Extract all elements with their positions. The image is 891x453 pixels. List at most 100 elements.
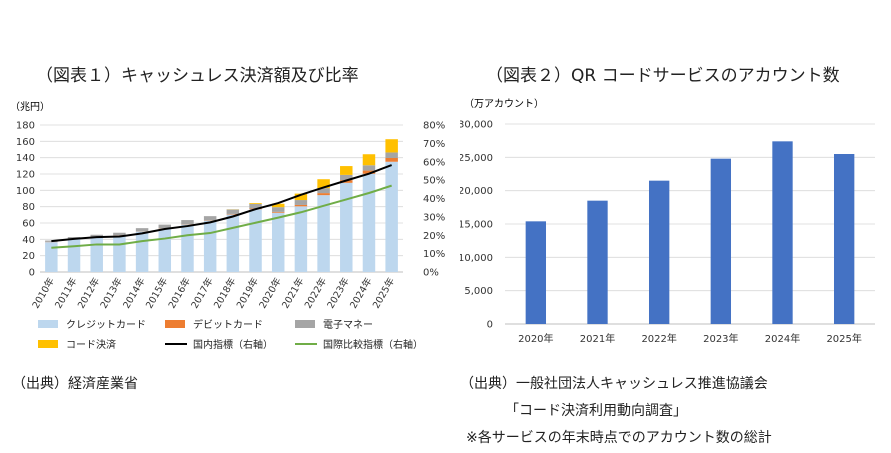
chart1-y-tick-label: 80 bbox=[22, 202, 35, 213]
chart1-bar-segment bbox=[226, 214, 240, 272]
chart1-bar-segment bbox=[294, 206, 308, 272]
chart1-y2-tick-label: 10% bbox=[423, 249, 445, 260]
chart1-y-tick-label: 100 bbox=[16, 186, 35, 197]
chart1-y-tick-label: 120 bbox=[16, 170, 35, 181]
chart1-bar-segment bbox=[181, 220, 194, 225]
chart2-bar bbox=[833, 154, 855, 324]
chart2-bar bbox=[525, 221, 547, 324]
chart1-bar-segment bbox=[158, 224, 172, 229]
chart2-x-tick-label: 2023年 bbox=[703, 332, 738, 345]
chart1-bar-segment bbox=[158, 228, 172, 272]
chart1-bar-segment bbox=[294, 204, 308, 207]
chart1-bar-segment bbox=[385, 161, 398, 272]
chart1-y2-tick-label: 50% bbox=[423, 176, 445, 187]
chart2-y-tick-label: 30,000 bbox=[460, 120, 493, 131]
chart1-bar-segment bbox=[362, 170, 376, 174]
chart1-bar-segment bbox=[135, 228, 149, 232]
chart1-bar-segment bbox=[249, 203, 262, 209]
chart1-y-tick-label: 160 bbox=[16, 137, 35, 148]
chart1-bar-segment bbox=[203, 216, 217, 221]
chart2-bar bbox=[772, 141, 793, 324]
chart1-legend-label: デビットカード bbox=[193, 318, 263, 331]
chart2-y-axis-label: （万アカウント） bbox=[464, 98, 544, 110]
chart1-y2-tick-label: 70% bbox=[423, 139, 445, 150]
chart2-y-tick-label: 15,000 bbox=[460, 220, 493, 231]
chart1-y-tick-label: 0 bbox=[29, 268, 35, 279]
chart1-title: （図表１）キャッシュレス決済額及び比率 bbox=[36, 66, 359, 86]
chart1-bar-segment bbox=[226, 209, 240, 214]
chart1-x-tick-label: 2025年 bbox=[370, 275, 397, 311]
chart2-source-line1: （出典）一般社団法人キャッシュレス推進協議会 bbox=[460, 376, 768, 392]
chart2-x-tick-label: 2022年 bbox=[641, 332, 676, 345]
chart1-bar-segment bbox=[203, 220, 217, 272]
chart2-title: （図表２）QR コードサービスのアカウント数 bbox=[486, 66, 840, 86]
chart1-legend-swatch bbox=[165, 320, 185, 328]
chart1-bar-segment bbox=[249, 209, 262, 272]
chart1-bar-segment bbox=[271, 212, 285, 272]
chart1-bar-segment bbox=[317, 179, 330, 189]
chart1-y2-tick-label: 60% bbox=[423, 157, 445, 168]
chart1-legend-label: 国際比較指標（右軸） bbox=[323, 338, 423, 351]
chart1-bar-segment bbox=[271, 203, 285, 208]
chart1-bar-segment bbox=[249, 203, 262, 204]
chart1-legend-swatch bbox=[38, 320, 58, 328]
chart1-y2-tick-label: 20% bbox=[423, 231, 445, 242]
chart2-plot: （万アカウント） 0 5,000 10,000 15,000 20,000 25,000 3… bbox=[460, 98, 875, 345]
chart1-bar-segment bbox=[385, 139, 398, 153]
chart1-y-tick-label: 140 bbox=[16, 153, 35, 164]
chart1-bar-segment bbox=[45, 242, 58, 272]
chart1-bar-segment bbox=[317, 193, 330, 196]
chart1-bar-segment bbox=[340, 174, 353, 181]
chart1-bar-segment bbox=[294, 193, 308, 201]
chart1-source: （出典）経済産業省 bbox=[12, 376, 138, 392]
chart1-legend-swatch bbox=[38, 340, 58, 348]
chart1-legend-label: クレジットカード bbox=[66, 319, 146, 331]
chart2-bar bbox=[587, 200, 608, 324]
chart2-y-tick-label: 0 bbox=[487, 320, 493, 331]
chart1-y-axis-label: （兆円） bbox=[10, 101, 50, 113]
chart1-y-tick-label: 40 bbox=[22, 235, 35, 246]
chart1-y-tick-label: 180 bbox=[16, 121, 35, 132]
chart2-x-tick-label: 2020年 bbox=[518, 332, 553, 345]
chart2-x-tick-label: 2025年 bbox=[826, 332, 861, 345]
chart2-x-tick-label: 2024年 bbox=[765, 332, 800, 345]
chart1-bar-segment bbox=[113, 235, 126, 272]
chart1-bar-segment bbox=[317, 188, 330, 194]
chart1-y-tick-label: 20 bbox=[22, 251, 35, 262]
chart1-bar-segment bbox=[90, 234, 103, 237]
chart1-line-series bbox=[51, 184, 392, 249]
chart1-y2-tick-label: 30% bbox=[423, 212, 445, 223]
chart1-bar-segment bbox=[385, 157, 398, 162]
chart1-legend-swatch bbox=[295, 320, 315, 328]
chart2-bar bbox=[710, 158, 732, 324]
chart1-bar-segment bbox=[113, 232, 126, 236]
chart1-bar-segment bbox=[340, 182, 353, 272]
chart1-bar-segment bbox=[67, 238, 81, 272]
chart2-source-line3: ※各サービスの年末時点でのアカウント数の総計 bbox=[466, 430, 772, 446]
chart1-bar-segment bbox=[362, 173, 376, 272]
chart1-y2-tick-label: 80% bbox=[423, 121, 445, 132]
chart2-bar bbox=[648, 180, 670, 324]
chart1-bar-segment bbox=[45, 240, 58, 242]
chart1-bar-segment bbox=[67, 237, 81, 239]
chart2-y-tick-label: 5,000 bbox=[464, 286, 493, 297]
chart2-y-tick-label: 10,000 bbox=[460, 253, 493, 264]
chart1-bar-segment bbox=[90, 237, 103, 272]
chart1-line-series bbox=[51, 164, 393, 243]
chart2-x-tick-label: 2021年 bbox=[580, 332, 615, 345]
chart1-legend-label: 国内指標（右軸） bbox=[193, 338, 273, 351]
chart2-source-line2: 「コード決済利用動向調査」 bbox=[505, 403, 687, 419]
chart1-bar-segment bbox=[271, 207, 285, 212]
chart1-bar-segment bbox=[135, 231, 149, 272]
chart2-y-tick-label: 25,000 bbox=[460, 153, 493, 164]
chart1-bar-segment bbox=[271, 211, 285, 213]
chart1-y2-tick-label: 40% bbox=[423, 194, 445, 205]
chart1-bar-segment bbox=[362, 165, 376, 171]
chart1-plot: （兆円） 0 20 40 60 80 100 120 140 160 180 0% 10% 20% 30%… bbox=[10, 101, 445, 351]
chart2-y-tick-label: 20,000 bbox=[460, 186, 493, 197]
chart1-bar-segment bbox=[294, 200, 308, 205]
chart1-bar-segment bbox=[181, 224, 194, 272]
chart1-bar-segment bbox=[340, 166, 353, 175]
chart1-bar-segment bbox=[362, 154, 376, 166]
chart1-legend-label: コード決済 bbox=[66, 338, 116, 351]
